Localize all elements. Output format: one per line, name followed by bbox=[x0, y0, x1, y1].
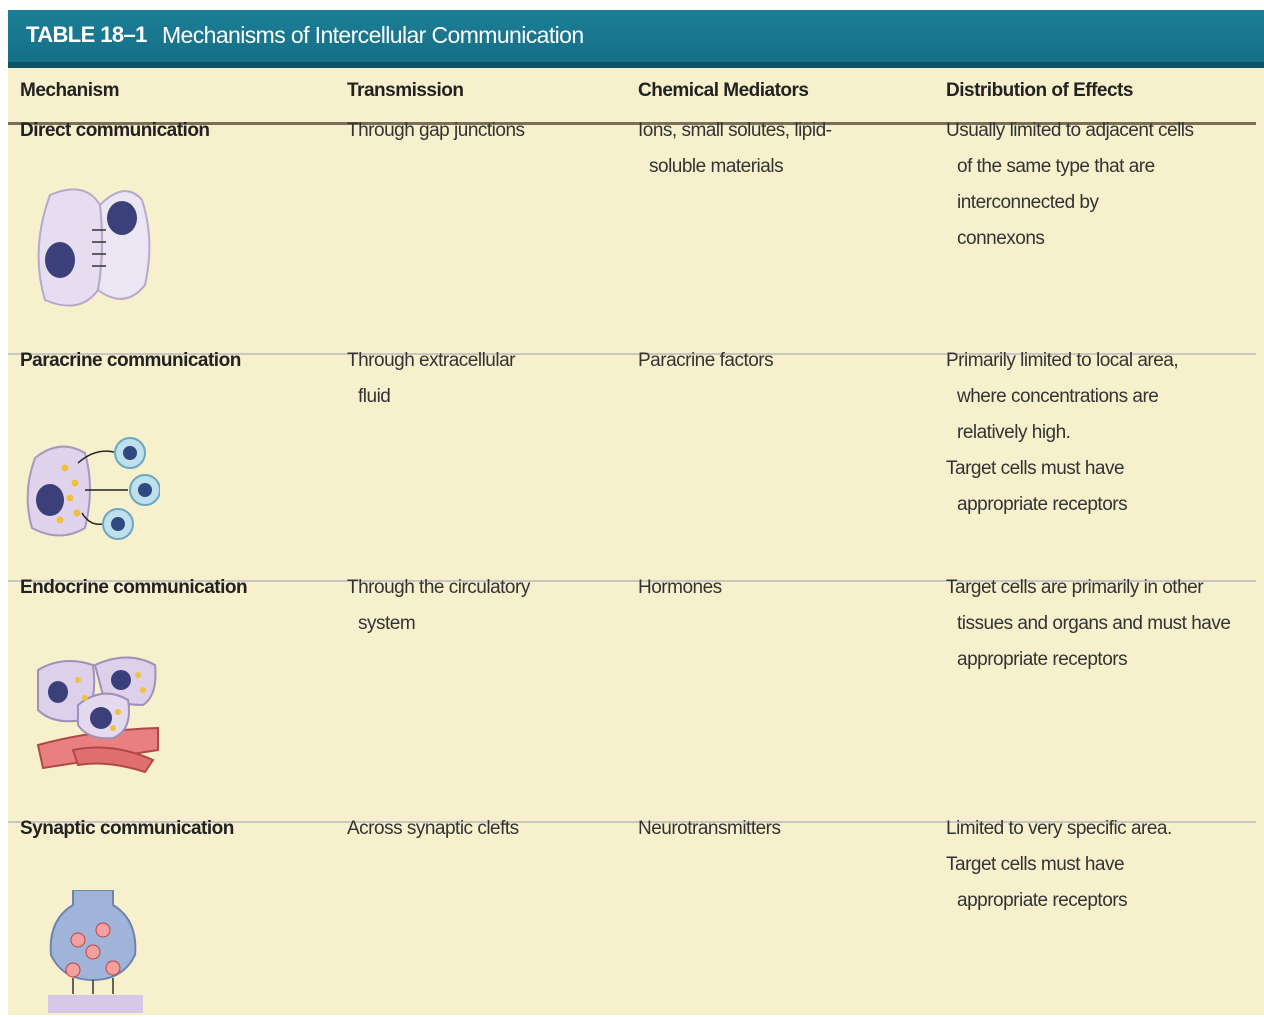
row-separator bbox=[8, 580, 1256, 582]
table-cell: Limited to very specific area. Target cel… bbox=[946, 811, 1172, 919]
title-bar: TABLE 18–1 Mechanisms of Intercellular C… bbox=[8, 10, 1264, 68]
cell-line: tissues and organs and must have bbox=[957, 613, 1231, 634]
cell-line: Target cells must have bbox=[946, 458, 1125, 479]
cell-line: Hormones bbox=[638, 577, 722, 598]
table-cell: Primarily limited to local area, where co… bbox=[946, 343, 1179, 523]
cell-line: Through the circulatory bbox=[347, 577, 530, 598]
column-header: Transmission bbox=[347, 80, 464, 101]
cell-line: soluble materials bbox=[649, 156, 784, 177]
synapse-illustration bbox=[48, 890, 143, 1013]
cell-line: Usually limited to adjacent cells bbox=[946, 120, 1194, 141]
table-cell: Endocrine communication bbox=[20, 570, 248, 606]
table-cell: Target cells are primarily in other tissu… bbox=[946, 570, 1231, 678]
table-cell: Hormones bbox=[638, 570, 722, 606]
cell-line: Through extracellular bbox=[347, 350, 515, 371]
column-header: Mechanism bbox=[20, 80, 119, 101]
header-rule bbox=[8, 122, 1256, 125]
row-separator bbox=[8, 353, 1256, 355]
table-cell: Direct communication bbox=[20, 113, 210, 149]
cell-line: Neurotransmitters bbox=[638, 818, 781, 839]
cell-line: Primarily limited to local area, bbox=[946, 350, 1179, 371]
cell-line: connexons bbox=[957, 228, 1045, 249]
table-cell: Ions, small solutes, lipid-soluble mater… bbox=[638, 113, 832, 185]
gap-junction-illustration bbox=[37, 188, 151, 307]
table-cell: Through the circulatory system bbox=[347, 570, 530, 642]
table-cell: Through extracellular fluid bbox=[347, 343, 515, 415]
paracrine-illustration bbox=[26, 437, 160, 540]
table-title: Mechanisms of Intercellular Communicatio… bbox=[162, 22, 584, 48]
row-separator bbox=[8, 821, 1256, 823]
endocrine-illustration bbox=[36, 656, 159, 774]
cell-line: Paracrine communication bbox=[20, 350, 241, 371]
cell-line: Direct communication bbox=[20, 120, 210, 141]
column-header: Distribution of Effects bbox=[946, 80, 1133, 101]
cell-line: Target cells are primarily in other bbox=[946, 577, 1204, 598]
column-header: Chemical Mediators bbox=[638, 80, 809, 101]
table-cell: Through gap junctions bbox=[347, 113, 525, 149]
cell-line: relatively high. bbox=[957, 422, 1071, 443]
table-cell: Synaptic communication bbox=[20, 811, 234, 847]
table-cell: Across synaptic clefts bbox=[347, 811, 519, 847]
cell-line: of the same type that are bbox=[957, 156, 1155, 177]
cell-line: Endocrine communication bbox=[20, 577, 248, 598]
table-cell: Paracrine factors bbox=[638, 343, 774, 379]
cell-line: interconnected by bbox=[957, 192, 1099, 213]
table-page: TABLE 18–1 Mechanisms of Intercellular C… bbox=[8, 10, 1264, 1015]
cell-line: fluid bbox=[358, 386, 391, 407]
cell-line: where concentrations are bbox=[957, 386, 1159, 407]
cell-line: appropriate receptors bbox=[957, 649, 1128, 670]
cell-line: Target cells must have bbox=[946, 854, 1125, 875]
cell-line: Ions, small solutes, lipid- bbox=[638, 120, 832, 141]
cell-line: Paracrine factors bbox=[638, 350, 774, 371]
table-cell: Paracrine communication bbox=[20, 343, 241, 379]
cell-line: appropriate receptors bbox=[957, 494, 1128, 515]
table-cell: Neurotransmitters bbox=[638, 811, 781, 847]
cell-line: Limited to very specific area. bbox=[946, 818, 1172, 839]
cell-line: system bbox=[358, 613, 416, 634]
cell-line: Through gap junctions bbox=[347, 120, 525, 141]
table-cell: Usually limited to adjacent cells of the … bbox=[946, 113, 1194, 257]
cell-line: Across synaptic clefts bbox=[347, 818, 519, 839]
cell-line: Synaptic communication bbox=[20, 818, 234, 839]
table-label: TABLE 18–1 bbox=[26, 22, 147, 47]
cell-line: appropriate receptors bbox=[957, 890, 1128, 911]
